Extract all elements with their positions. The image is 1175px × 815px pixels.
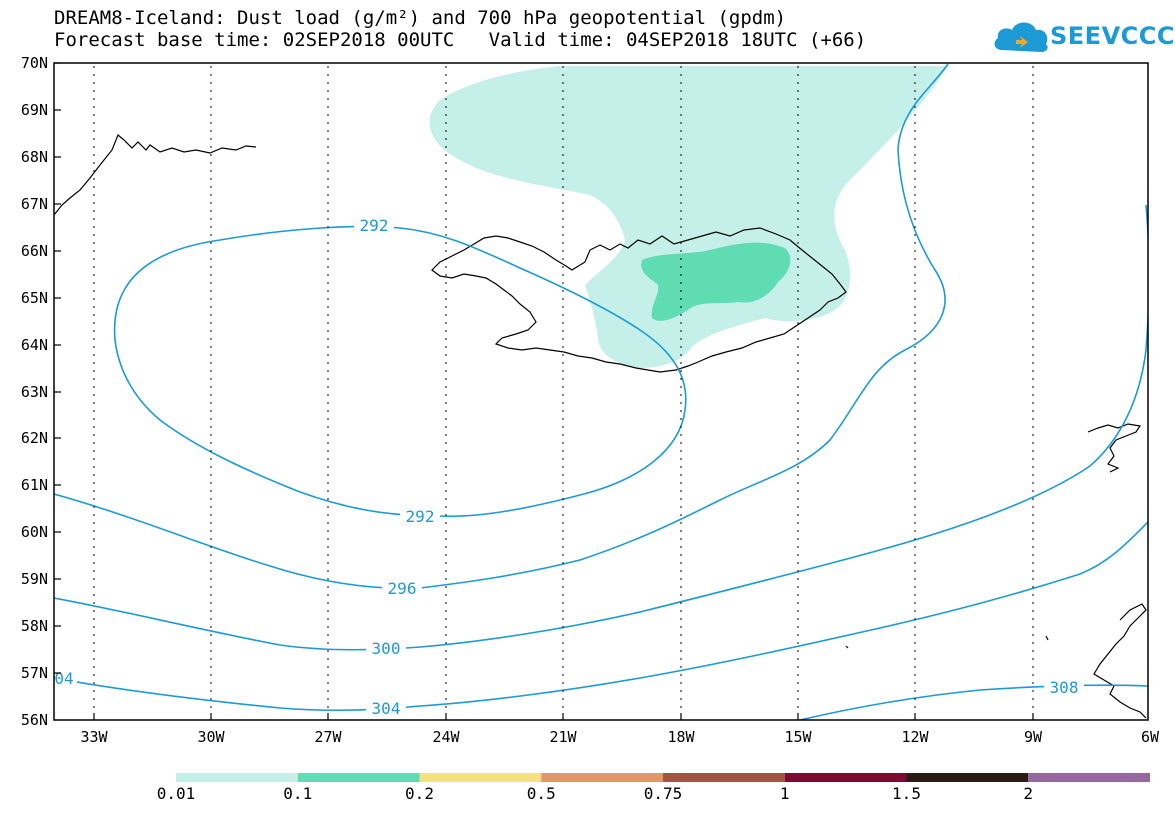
lon-label: 6W xyxy=(1141,728,1160,746)
colorbar-segment xyxy=(176,773,298,782)
longitude-labels: 33W 30W 27W 24W 21W 18W 15W 12W 9W 6W xyxy=(80,728,1160,746)
lon-label: 24W xyxy=(432,728,460,746)
lat-label: 56N xyxy=(21,711,48,729)
contour-292-east xyxy=(54,63,949,590)
lat-label: 57N xyxy=(21,664,48,682)
contour-300 xyxy=(54,204,1148,651)
dust-shade-low xyxy=(429,66,948,368)
lon-label: 12W xyxy=(901,728,929,746)
lat-label: 61N xyxy=(21,476,48,494)
tick-marks xyxy=(54,62,1034,720)
colorbar-segment xyxy=(419,773,542,782)
colorbar-tick-label: 1.5 xyxy=(892,784,921,803)
lat-label: 66N xyxy=(21,242,48,260)
colorbar-tick-label: 0.2 xyxy=(405,784,434,803)
contour-label: 296 xyxy=(388,579,417,598)
lon-label: 27W xyxy=(314,728,342,746)
lat-label: 69N xyxy=(21,101,48,119)
contour-label: 292 xyxy=(406,507,435,526)
lat-label: 70N xyxy=(21,54,48,72)
lat-label: 67N xyxy=(21,195,48,213)
lat-label: 64N xyxy=(21,336,48,354)
colorbar-tick-label: 0.01 xyxy=(156,784,196,803)
lon-label: 30W xyxy=(197,728,225,746)
lat-label: 60N xyxy=(21,523,48,541)
colorbar-segment xyxy=(1028,773,1150,782)
lat-label: 59N xyxy=(21,570,48,588)
contour-label: 308 xyxy=(1050,678,1079,697)
map-subtitle: Forecast base time: 02SEP2018 00UTC Vali… xyxy=(54,29,867,51)
lon-label: 33W xyxy=(80,728,108,746)
contour-label: 04 xyxy=(54,669,73,688)
colorbar-tick-label: 0.1 xyxy=(283,784,313,803)
colorbar-segment xyxy=(297,773,420,782)
contour-308 xyxy=(799,684,1148,720)
colorbar-segment xyxy=(541,773,663,782)
contour-label: 300 xyxy=(372,639,401,658)
contour-304 xyxy=(54,521,1148,711)
cloud-logo-icon xyxy=(994,22,1048,52)
colorbar-tick-label: 0.75 xyxy=(643,784,683,803)
colorbar-tick-label: 0.5 xyxy=(526,784,556,803)
colorbar-segment xyxy=(663,773,785,782)
contour-label: 304 xyxy=(372,699,401,718)
lon-label: 15W xyxy=(784,728,812,746)
colorbar-segment xyxy=(784,773,907,782)
lon-label: 9W xyxy=(1024,728,1043,746)
latitude-labels: 70N 69N 68N 67N 66N 65N 64N 63N 62N 61N … xyxy=(21,54,48,729)
logo-text: SEEVCCC xyxy=(1050,22,1175,50)
lat-label: 68N xyxy=(21,148,48,166)
lat-label: 63N xyxy=(21,383,48,401)
contour-292 xyxy=(113,225,687,518)
dust-shade-mid xyxy=(641,242,791,321)
lat-label: 62N xyxy=(21,429,48,447)
colorbar xyxy=(176,773,1150,782)
colorbar-tick-label: 2 xyxy=(1023,784,1034,803)
coastline xyxy=(54,134,1147,719)
colorbar-tick-label: 1 xyxy=(779,784,790,803)
lon-label: 18W xyxy=(667,728,695,746)
lon-label: 21W xyxy=(549,728,577,746)
lat-label: 65N xyxy=(21,289,48,307)
grid-lines xyxy=(93,66,1034,720)
map-title: DREAM8-Iceland: Dust load (g/m²) and 700… xyxy=(54,7,787,29)
lat-label: 58N xyxy=(21,617,48,635)
colorbar-segment xyxy=(906,773,1029,782)
contour-labels: 292 292 296 300 304 04 308 xyxy=(54,216,1084,718)
contour-label: 292 xyxy=(360,216,389,235)
geopotential-contours xyxy=(54,63,1148,720)
